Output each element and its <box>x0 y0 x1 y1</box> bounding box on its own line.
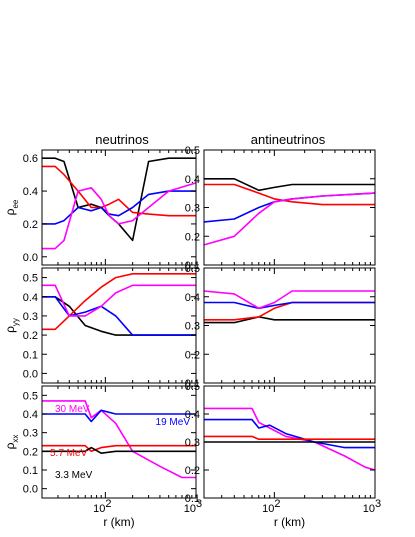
series-line-1 <box>204 183 375 206</box>
y-tick-label: 0.4 <box>23 409 38 421</box>
y-tick-label: 0.3 <box>185 203 200 215</box>
x-tick-label: 10 <box>262 503 274 515</box>
y-tick-label: 0.0 <box>23 252 38 264</box>
y-axis-title-base: ρ <box>3 326 17 333</box>
plot-frame <box>203 267 376 384</box>
panel-2-0: 0.00.10.20.30.40.510 2 10 3r (km)ρxx <box>3 385 202 529</box>
y-tick-label: 0.4 <box>185 174 200 186</box>
y-tick-label: 0.3 <box>23 311 38 323</box>
y-tick-label: 0.2 <box>23 330 38 342</box>
x-axis-title: r (km) <box>103 515 134 529</box>
series-line-2 <box>204 301 375 310</box>
x-tick-label-exponent: 2 <box>274 498 280 510</box>
y-tick-label: 0.4 <box>23 292 38 304</box>
y-tick-label: 0.2 <box>185 465 200 477</box>
x-tick-label-exponent: 2 <box>105 498 111 510</box>
panel-0-0: 0.0 0.2 0.4 0.6 ρee <box>3 149 197 266</box>
y-axis-title: ρyy <box>3 318 20 333</box>
panel-2-1: 0.10.20.30.40.510 2 10 3r (km) <box>185 381 381 529</box>
x-tick-label-exponent: 3 <box>196 498 202 510</box>
series-line-3 <box>42 446 196 455</box>
panel-0-1: 0.10.20.30.40.5 <box>185 145 376 272</box>
plot-frame <box>203 149 376 266</box>
y-tick-label: 0.2 <box>23 446 38 458</box>
plot-frame <box>41 267 197 384</box>
y-axis-title: ρxx <box>3 435 20 450</box>
series-line-0 <box>204 316 375 324</box>
y-tick-label: 0.5 <box>185 145 200 157</box>
y-tick-label: 0.5 <box>23 390 38 402</box>
series-line-2 <box>42 190 196 225</box>
series-line-1 <box>204 418 375 449</box>
x-tick-label: 10 <box>184 503 196 515</box>
series-line-2 <box>42 295 196 336</box>
y-tick-label: 0.6 <box>23 153 38 165</box>
series-line-0 <box>204 407 376 471</box>
y-axis-title-base: ρ <box>3 442 17 449</box>
y-tick-label: 0.4 <box>185 409 200 421</box>
y-tick-label: 0.1 <box>23 349 38 361</box>
series-line-0 <box>42 295 196 336</box>
plot-frame <box>41 149 197 266</box>
y-tick-label: 0.2 <box>185 349 200 361</box>
series-line-0 <box>204 178 375 192</box>
series-line-1 <box>42 272 196 331</box>
series-line-3 <box>203 290 375 310</box>
y-axis-title: ρee <box>3 199 20 215</box>
series-line-0 <box>42 400 196 479</box>
y-tick-label: 0.0 <box>23 368 38 380</box>
y-tick-label: 0.1 <box>23 465 38 477</box>
energy-annotation: 30 MeV <box>55 404 90 415</box>
panel-1-1: 0.10.20.30.40.5 <box>185 263 376 390</box>
y-axis-title-subscript: ee <box>11 199 20 208</box>
y-tick-label: 0.0 <box>23 484 38 496</box>
y-axis-title-base: ρ <box>3 208 17 215</box>
panel-1-0: 0.0 0.1 0.2 0.3 0.4 0.5 ρyy <box>3 267 197 384</box>
energy-annotation: 5.7 MeV <box>50 448 88 459</box>
series-line-2 <box>204 435 375 441</box>
x-tick-label-exponent: 3 <box>375 498 381 510</box>
x-tick-label: 10 <box>93 503 105 515</box>
series-line-3 <box>203 192 376 246</box>
y-tick-label: 0.3 <box>23 428 38 440</box>
series-line-2 <box>203 192 376 223</box>
x-axis-title: r (km) <box>274 515 305 529</box>
y-tick-label: 0.5 <box>185 381 200 393</box>
series-line-3 <box>42 284 196 317</box>
y-axis-title-subscript: yy <box>11 318 20 326</box>
y-tick-label: 0.2 <box>185 231 200 243</box>
series-line-1 <box>204 301 375 321</box>
y-tick-label: 0.4 <box>185 292 200 304</box>
y-tick-label: 0.5 <box>185 263 200 275</box>
series-line-2 <box>42 444 196 453</box>
x-tick-label: 10 <box>363 503 375 515</box>
y-tick-label: 0.2 <box>23 219 38 231</box>
column-title-neutrinos: neutrinos <box>95 132 149 147</box>
y-axis-title-subscript: xx <box>11 435 20 443</box>
y-tick-label: 0.4 <box>23 186 38 198</box>
y-tick-label: 0.3 <box>185 437 200 449</box>
column-title-antineutrinos: antineutrinos <box>251 132 326 147</box>
series-line-1 <box>42 409 196 423</box>
plot-frame <box>41 385 197 499</box>
y-tick-label: 0.3 <box>185 321 200 333</box>
energy-annotation: 19 MeV <box>156 417 191 428</box>
series-line-3 <box>42 182 197 250</box>
y-tick-label: 0.1 <box>185 493 200 505</box>
y-tick-label: 0.5 <box>23 273 38 285</box>
energy-annotation: 3.3 MeV <box>55 470 93 481</box>
